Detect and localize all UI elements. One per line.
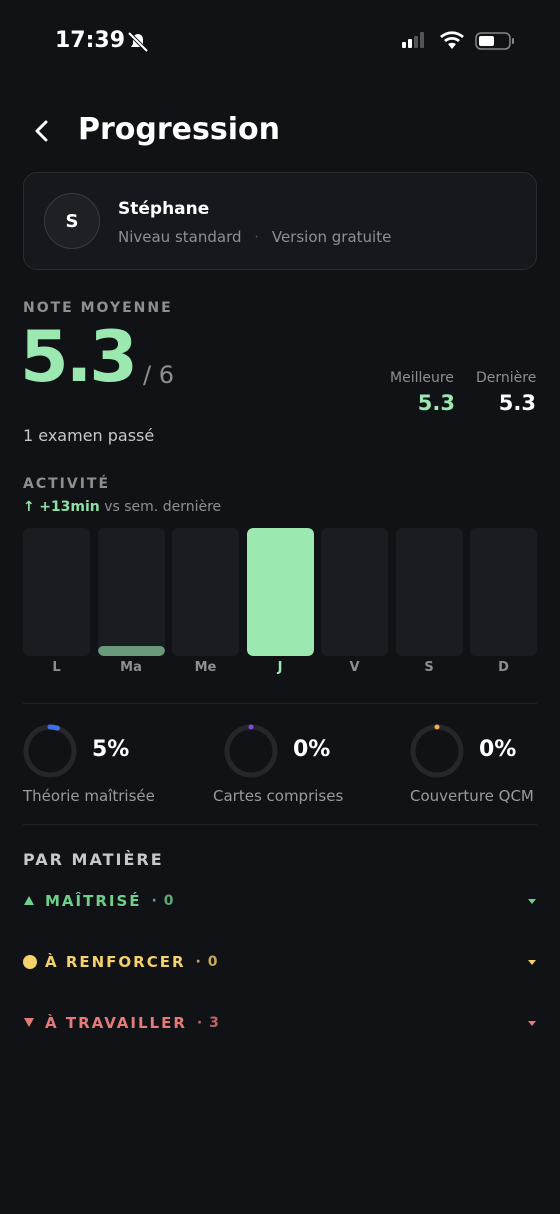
day-label: Me [194, 660, 217, 675]
ring-track [23, 724, 77, 778]
last-label: Dernière [476, 370, 537, 386]
exam-count: 1 examen passé [23, 426, 155, 445]
chevron [528, 1021, 536, 1026]
divider [23, 824, 537, 825]
chevron [528, 899, 536, 904]
day-column [172, 528, 239, 656]
ring-percent: 5% [92, 737, 130, 762]
progress-ring [224, 724, 278, 778]
delta-comparison: vs sem. dernière [104, 499, 222, 515]
day-column [321, 528, 388, 656]
group-count: · 0 [151, 893, 175, 909]
best-label: Meilleure [390, 370, 454, 386]
day-label: S [424, 660, 434, 675]
ring-arc [23, 724, 77, 778]
day-column [395, 528, 463, 656]
chevron-shape [528, 899, 536, 904]
day-column [246, 528, 314, 656]
profile-card[interactable] [23, 172, 537, 270]
progress-ring [410, 724, 464, 778]
status-time: 17:39 [55, 28, 126, 53]
day-label: Ma [120, 660, 142, 675]
profile-subline: Niveau standard · Version gratuite [118, 228, 391, 246]
chevron [528, 960, 536, 965]
subject-group[interactable]: À TRAVAILLER · 3 [23, 1014, 537, 1032]
group-icon [24, 896, 34, 905]
day-column [23, 528, 90, 656]
activity-bar [97, 646, 165, 656]
group-icon [23, 955, 37, 969]
score-value: 5.3 [20, 316, 138, 398]
activity-bar [246, 528, 314, 656]
last-value: 5.3 [498, 391, 536, 415]
ring-percent: 0% [293, 737, 331, 762]
day-column [97, 528, 165, 656]
icon-shape [24, 1018, 34, 1027]
ring-arc [410, 724, 464, 778]
ring-label: Théorie maîtrisée [23, 787, 155, 805]
icon-shape [24, 896, 34, 905]
back-button[interactable] [32, 119, 52, 143]
group-label: À TRAVAILLER [45, 1014, 187, 1032]
avatar: S [44, 193, 100, 249]
chevron-shape [528, 960, 536, 965]
activity-label: ACTIVITÉ [23, 476, 111, 492]
group-label: MAÎTRISÉ [45, 892, 142, 910]
ring-track [410, 724, 464, 778]
subject-group[interactable]: À RENFORCER · 0 [23, 953, 537, 971]
ring-arc [224, 724, 278, 778]
separator: · [254, 228, 260, 246]
score-label: NOTE MOYENNE [23, 300, 173, 316]
profile-name: Stéphane [118, 199, 210, 219]
page-title: Progression [78, 112, 280, 147]
day-label: J [277, 660, 283, 675]
mute-icon [127, 31, 149, 53]
ring-label: Couverture QCM [410, 787, 534, 805]
progress-ring [23, 724, 77, 778]
divider [23, 703, 537, 704]
subjects-title: PAR MATIÈRE [23, 850, 164, 869]
group-count: · 3 [196, 1015, 220, 1031]
day-column [470, 528, 537, 656]
score-max: / 6 [143, 361, 174, 389]
day-label: V [349, 660, 360, 675]
ring-label: Cartes comprises [213, 787, 344, 805]
day-label: L [52, 660, 61, 675]
icon-shape [23, 955, 37, 969]
chevron-shape [528, 1021, 536, 1026]
group-label: À RENFORCER [45, 953, 186, 971]
activity-delta-line: ↑ +13min vs sem. dernière [23, 499, 221, 515]
profile-plan: Version gratuite [271, 228, 392, 246]
best-value: 5.3 [417, 391, 455, 415]
subject-group[interactable]: MAÎTRISÉ · 0 [23, 892, 537, 910]
ring-percent: 0% [479, 737, 517, 762]
profile-level: Niveau standard [118, 228, 242, 246]
delta-value: +13min [39, 499, 100, 515]
group-count: · 0 [195, 954, 219, 970]
group-icon [24, 1018, 34, 1027]
status-icons [402, 31, 514, 50]
delta-arrow: ↑ [23, 499, 35, 515]
ring-track [224, 724, 278, 778]
day-label: D [498, 660, 509, 675]
